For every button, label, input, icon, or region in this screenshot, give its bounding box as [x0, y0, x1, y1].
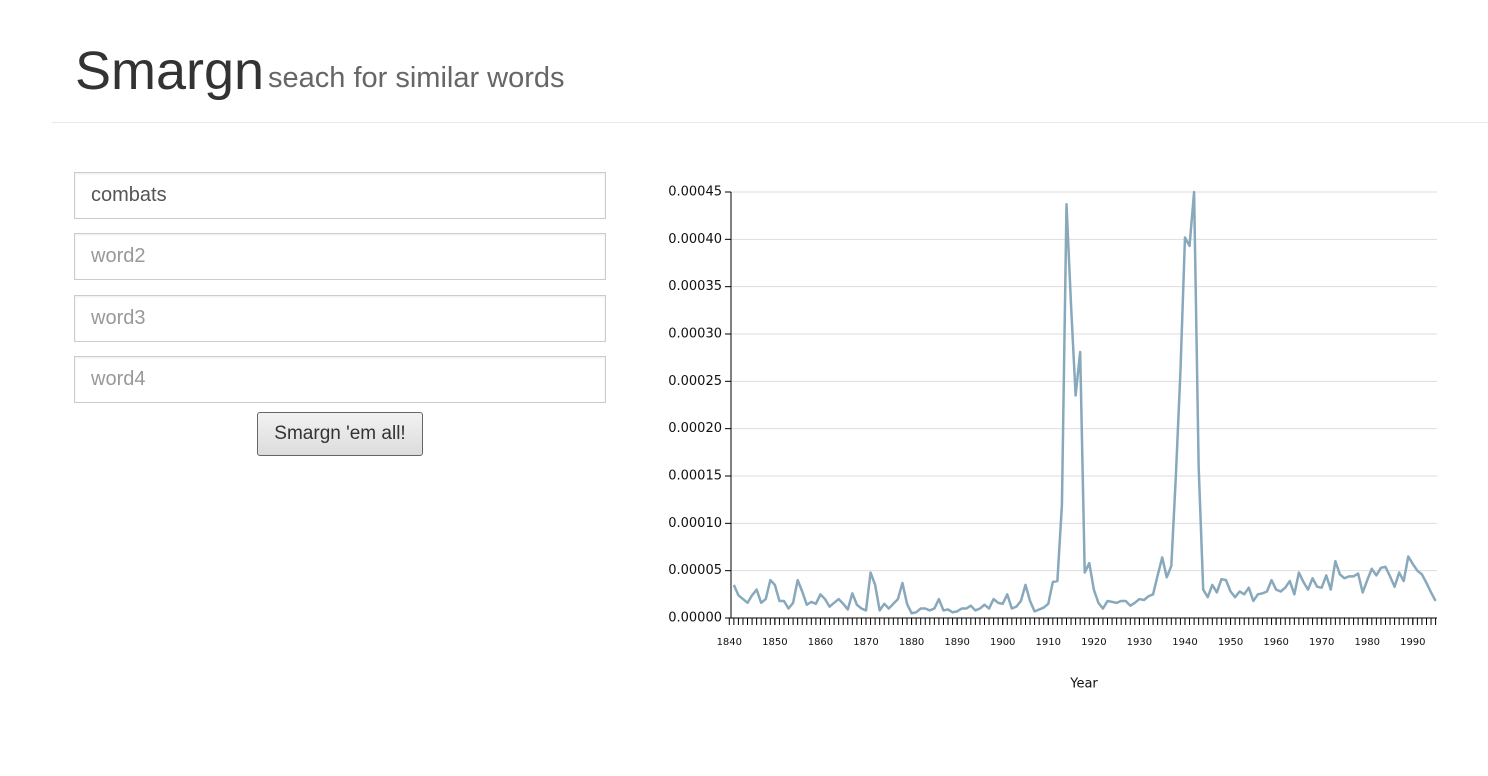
- x-tick-label: 1950: [1218, 637, 1243, 648]
- divider: [52, 122, 1488, 123]
- x-tick-label: 1870: [853, 637, 878, 648]
- app-title: Smargn: [75, 41, 265, 101]
- y-tick-label: 0.00005: [668, 563, 722, 578]
- y-tick-label: 0.00015: [668, 469, 722, 484]
- word-input[interactable]: combats: [74, 172, 606, 219]
- x-tick-label: 1990: [1400, 637, 1425, 648]
- y-tick-label: 0.00010: [668, 516, 722, 531]
- y-tick-label: 0.00000: [668, 611, 722, 626]
- y-tick-label: 0.00035: [668, 279, 722, 294]
- y-tick-label: 0.00025: [668, 374, 722, 389]
- x-tick-label: 1910: [1036, 637, 1061, 648]
- x-tick-label: 1840: [717, 637, 742, 648]
- y-tick-label: 0.00045: [668, 185, 722, 200]
- word-input[interactable]: word2: [74, 233, 606, 280]
- x-tick-label: 1920: [1081, 637, 1106, 648]
- x-tick-label: 1930: [1127, 637, 1152, 648]
- word-input[interactable]: word4: [74, 356, 606, 403]
- x-tick-label: 1980: [1355, 637, 1380, 648]
- x-tick-label: 1850: [762, 637, 787, 648]
- data-line: [732, 190, 1437, 615]
- x-tick-label: 1880: [899, 637, 924, 648]
- word-input[interactable]: word3: [74, 295, 606, 342]
- x-tick-label: 1900: [990, 637, 1015, 648]
- x-tick-label: 1890: [944, 637, 969, 648]
- y-tick-label: 0.00020: [668, 421, 722, 436]
- app-subtitle: seach for similar words: [268, 62, 565, 94]
- x-tick-label: 1970: [1309, 637, 1334, 648]
- x-axis-label: Year: [1069, 677, 1098, 692]
- y-tick-label: 0.00030: [668, 327, 722, 342]
- submit-button[interactable]: Smargn 'em all!: [257, 412, 423, 456]
- y-tick-label: 0.00040: [668, 232, 722, 247]
- chart: 0.00000 0.00005 0.00010 0.00015 0.00020 0.000…: [668, 185, 1437, 692]
- x-tick-label: 1940: [1172, 637, 1197, 648]
- x-tick-label: 1860: [808, 637, 833, 648]
- x-tick-label: 1960: [1263, 637, 1288, 648]
